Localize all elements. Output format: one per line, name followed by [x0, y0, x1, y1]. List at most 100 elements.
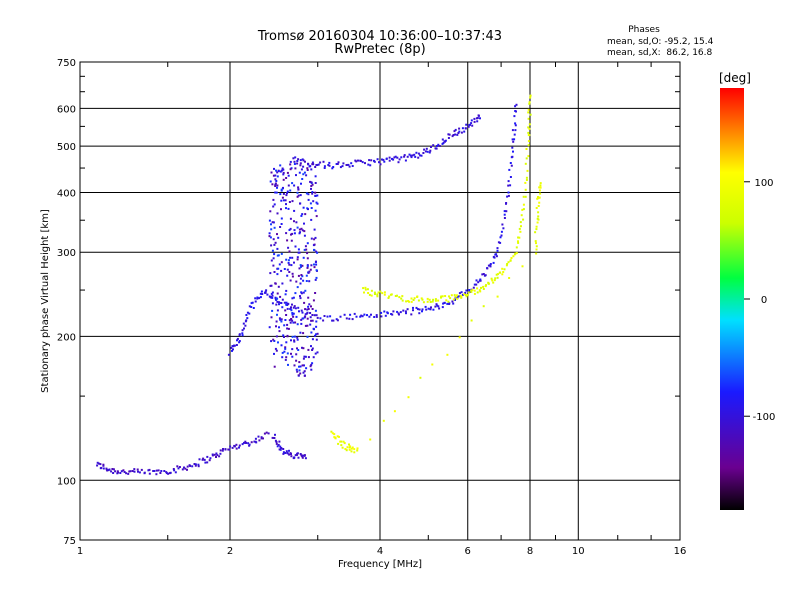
data-point: [245, 442, 247, 444]
data-point: [344, 448, 347, 450]
data-point: [231, 349, 233, 352]
data-point: [349, 313, 352, 316]
data-point: [276, 300, 279, 303]
data-point: [511, 129, 514, 132]
data-point: [434, 299, 437, 302]
data-point: [281, 298, 284, 301]
data-point: [307, 296, 310, 299]
data-point: [333, 436, 336, 439]
data-point: [510, 156, 513, 159]
data-point: [345, 164, 348, 166]
data-point: [440, 296, 442, 299]
data-point: [465, 289, 468, 292]
data-point: [383, 310, 386, 313]
data-point: [441, 295, 444, 298]
data-point: [293, 229, 296, 232]
data-point: [397, 161, 400, 164]
data-point: [294, 292, 297, 295]
y-tick-label: 300: [57, 248, 76, 259]
data-point: [425, 308, 428, 311]
data-point: [280, 302, 283, 304]
data-point: [512, 150, 514, 153]
data-point: [417, 156, 420, 159]
data-point: [312, 327, 315, 330]
data-point: [537, 197, 540, 200]
data-point: [297, 251, 300, 254]
data-point: [460, 295, 463, 298]
data-point: [528, 102, 531, 105]
data-point: [107, 469, 110, 472]
data-point: [274, 241, 277, 244]
data-point: [286, 192, 288, 195]
data-point: [422, 152, 425, 154]
data-point: [448, 295, 450, 298]
data-point: [454, 299, 456, 301]
data-point: [299, 453, 302, 455]
data-point: [241, 334, 244, 337]
data-point: [297, 158, 300, 161]
data-point: [261, 293, 264, 295]
data-point: [296, 370, 299, 373]
data-point: [265, 431, 268, 434]
data-point: [281, 282, 284, 285]
data-point: [302, 291, 305, 294]
data-point: [275, 320, 278, 323]
data-point: [291, 272, 294, 275]
data-point: [157, 469, 160, 472]
data-point: [471, 124, 474, 127]
data-point: [394, 155, 397, 158]
data-point: [215, 452, 218, 455]
data-point: [294, 321, 297, 324]
data-point: [301, 229, 304, 232]
data-point: [522, 208, 525, 211]
data-point: [302, 347, 305, 350]
data-point: [521, 208, 524, 211]
data-point: [479, 290, 482, 293]
data-point: [303, 374, 306, 377]
data-point: [524, 188, 527, 191]
data-point: [437, 143, 440, 146]
data-point: [172, 468, 175, 470]
data-point: [367, 292, 370, 294]
data-point: [416, 308, 419, 311]
data-point: [116, 470, 119, 473]
data-point: [493, 279, 496, 282]
data-point: [322, 160, 325, 163]
data-point: [269, 210, 272, 213]
data-point: [288, 201, 291, 203]
data-point: [481, 273, 484, 276]
data-point: [233, 445, 236, 448]
data-point: [194, 464, 197, 467]
data-point: [278, 330, 281, 333]
data-point: [522, 203, 525, 206]
data-point: [280, 447, 283, 450]
chart-subtitle: RwPretec (8p): [334, 42, 425, 57]
data-point: [497, 273, 499, 276]
data-point: [310, 305, 312, 308]
data-point: [229, 445, 232, 448]
data-point: [468, 124, 471, 126]
data-point: [290, 306, 292, 309]
data-point: [341, 446, 344, 449]
x-axis-label: Frequency [MHz]: [338, 559, 422, 570]
data-point: [291, 355, 294, 358]
data-point: [96, 464, 99, 467]
data-point: [288, 449, 290, 452]
data-point: [235, 443, 238, 446]
data-point: [339, 440, 342, 443]
data-point: [445, 299, 448, 302]
data-point: [315, 338, 318, 341]
data-point: [203, 458, 206, 461]
data-point: [414, 155, 417, 158]
data-point: [316, 332, 319, 335]
data-point: [466, 294, 469, 296]
data-point: [152, 470, 155, 472]
data-point: [529, 94, 532, 97]
data-point: [482, 273, 485, 275]
data-point: [296, 191, 299, 194]
data-point: [296, 160, 299, 162]
data-point: [428, 151, 431, 154]
data-point: [287, 363, 289, 366]
data-point: [296, 258, 299, 261]
data-point: [303, 234, 306, 237]
